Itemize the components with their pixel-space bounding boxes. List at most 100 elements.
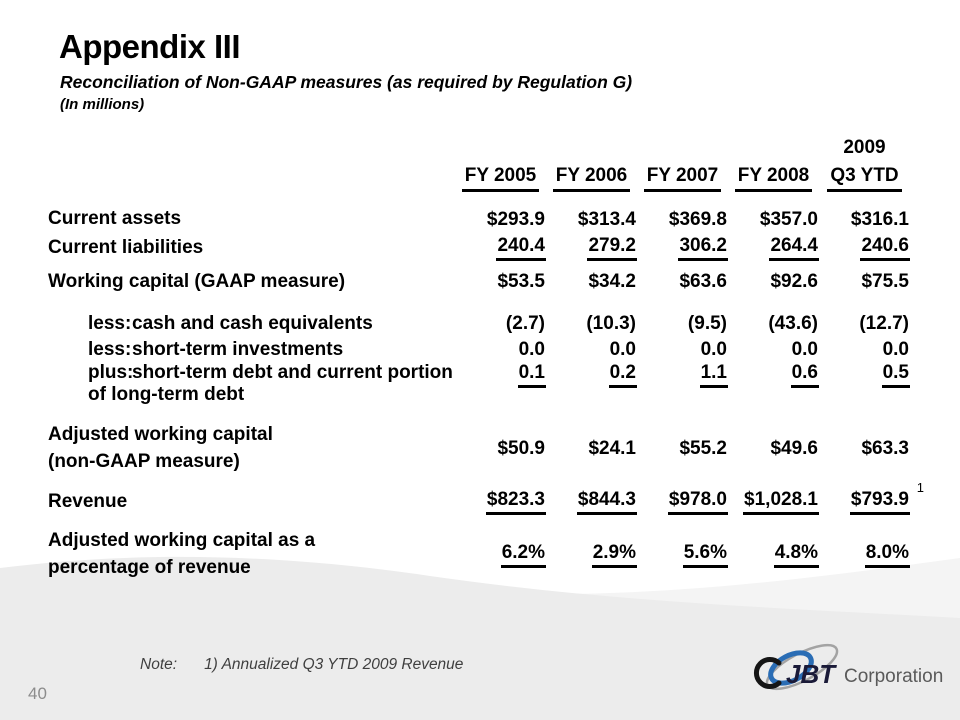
value-cell: 8.0%: [819, 542, 910, 568]
cell-value: 306.2: [678, 235, 728, 261]
logo-brand-text: JBT: [786, 659, 837, 689]
value-cell: 6.2%: [455, 542, 546, 568]
row-label: Revenue: [48, 490, 128, 512]
value-cell: 0.0: [546, 339, 637, 361]
value-cell: 2.9%: [546, 542, 637, 568]
value-cell: (2.7): [455, 313, 546, 335]
value-cell: $793.9 1: [819, 480, 924, 515]
cell-value: 6.2%: [500, 542, 546, 568]
row-prefix: less:: [88, 313, 132, 334]
footnote-text: 1) Annualized Q3 YTD 2009 Revenue: [204, 656, 464, 673]
column-header: FY 2006: [546, 165, 637, 192]
logo-suffix-text: Corporation: [844, 666, 943, 687]
cell-value: 0.0: [791, 339, 818, 361]
slide-subtitle: Reconciliation of Non-GAAP measures (as …: [60, 72, 633, 92]
row-label: less:cash and cash equivalents: [48, 311, 455, 338]
cell-value: $53.5: [497, 271, 545, 292]
value-cell: 0.2: [546, 362, 637, 388]
cell-value: $49.6: [770, 437, 818, 459]
value-cell: $55.2: [637, 438, 728, 460]
value-cell: $978.0: [637, 489, 728, 515]
cell-value: 5.6%: [682, 542, 728, 568]
cell-value: $978.0: [667, 489, 728, 515]
value-cell: 0.6: [728, 362, 819, 388]
cell-value: 1.1: [699, 362, 728, 388]
value-cell: $49.6: [728, 438, 819, 460]
value-cell: 0.0: [819, 339, 910, 361]
cell-value: $793.9: [849, 489, 910, 515]
cell-value: $55.2: [679, 437, 727, 459]
cell-value: 0.1: [517, 362, 546, 388]
value-cell: 264.4: [728, 235, 819, 261]
logo-crescent-icon: [754, 657, 782, 689]
value-cell: $1,028.1: [728, 489, 819, 515]
jbt-logo: JBT Corporation: [754, 643, 943, 691]
column-header-label: FY 2007: [643, 165, 722, 192]
value-cell: 0.1: [455, 362, 546, 388]
cell-value: 0.0: [518, 339, 545, 361]
row-label: Current liabilities: [48, 236, 204, 258]
value-cell: 5.6%: [637, 542, 728, 568]
table-row: Current assets $293.9 $313.4 $369.8 $357.0 $3…: [48, 206, 910, 233]
value-cell: 0.0: [455, 339, 546, 361]
row-label: Adjusted working capital (non-GAAP measu…: [48, 424, 273, 472]
value-cell: 240.4: [455, 235, 546, 261]
value-cell: $63.6: [637, 271, 728, 293]
row-label: Adjusted working capital as a percentage…: [48, 530, 316, 578]
value-cell: $369.8: [637, 209, 728, 231]
row-label: Working capital (GAAP measure): [48, 270, 346, 292]
row-label: less:short-term investments: [48, 337, 455, 364]
value-cell: 306.2: [637, 235, 728, 261]
column-header-label: Q3 YTD: [827, 165, 902, 192]
column-header-label: FY 2008: [734, 165, 813, 192]
column-header: FY 2007: [637, 165, 728, 192]
value-cell: (12.7): [819, 313, 910, 335]
column-header-label: FY 2005: [461, 165, 540, 192]
reconciliation-table: 2009 FY 2005 FY 2006 FY 2007 FY 2008 Q3 YTD Cu…: [48, 136, 924, 580]
value-cell: $34.2: [546, 271, 637, 293]
column-header: FY 2005: [455, 165, 546, 192]
value-cell: $823.3: [455, 489, 546, 515]
value-cell: $92.6: [728, 271, 819, 293]
cell-value: $92.6: [770, 271, 818, 292]
table-header-row: FY 2005 FY 2006 FY 2007 FY 2008 Q3 YTD: [48, 160, 910, 192]
cell-value: $34.2: [588, 271, 636, 292]
value-cell: $75.5: [819, 271, 910, 293]
value-cell: $293.9: [455, 209, 546, 231]
table-row: plus:short-term debt and current portion…: [48, 362, 910, 410]
row-prefix: plus:: [88, 362, 134, 383]
value-cell: 240.6: [819, 235, 910, 261]
cell-value: (43.6): [768, 313, 818, 335]
cell-value: $1,028.1: [743, 489, 819, 515]
cell-value: 279.2: [587, 235, 637, 261]
table-row: Adjusted working capital as a percentage…: [48, 528, 910, 580]
slide-title: Appendix III: [59, 28, 241, 65]
cell-value: $50.9: [497, 437, 545, 459]
cell-value: (10.3): [586, 313, 636, 335]
value-cell: $357.0: [728, 209, 819, 231]
cell-value: $24.1: [588, 437, 636, 459]
cell-value: $63.3: [861, 437, 909, 459]
column-header: FY 2008: [728, 165, 819, 192]
cell-value: $316.1: [850, 208, 909, 230]
cell-value: (12.7): [859, 313, 909, 335]
column-header-label: FY 2006: [552, 165, 631, 192]
cell-value: (9.5): [687, 313, 727, 335]
value-cell: (10.3): [546, 313, 637, 335]
cell-value: 0.0: [609, 339, 636, 361]
footnote-marker: 1: [916, 480, 924, 495]
value-cell: 0.0: [728, 339, 819, 361]
background-swoosh: [0, 556, 960, 720]
value-cell: (9.5): [637, 313, 728, 335]
value-cell: $24.1: [546, 438, 637, 460]
cell-value: $844.3: [576, 489, 637, 515]
table-row: less:short-term investments 0.0 0.0 0.0 0.0 0…: [48, 337, 910, 362]
value-cell: 1.1: [637, 362, 728, 388]
cell-value: 264.4: [769, 235, 819, 261]
cell-value: 0.5: [881, 362, 910, 388]
value-cell: 0.5: [819, 362, 910, 388]
footnote-label: Note:: [140, 656, 178, 673]
cell-value: 0.2: [608, 362, 637, 388]
cell-value: 0.6: [790, 362, 819, 388]
column-header: Q3 YTD: [819, 165, 910, 192]
